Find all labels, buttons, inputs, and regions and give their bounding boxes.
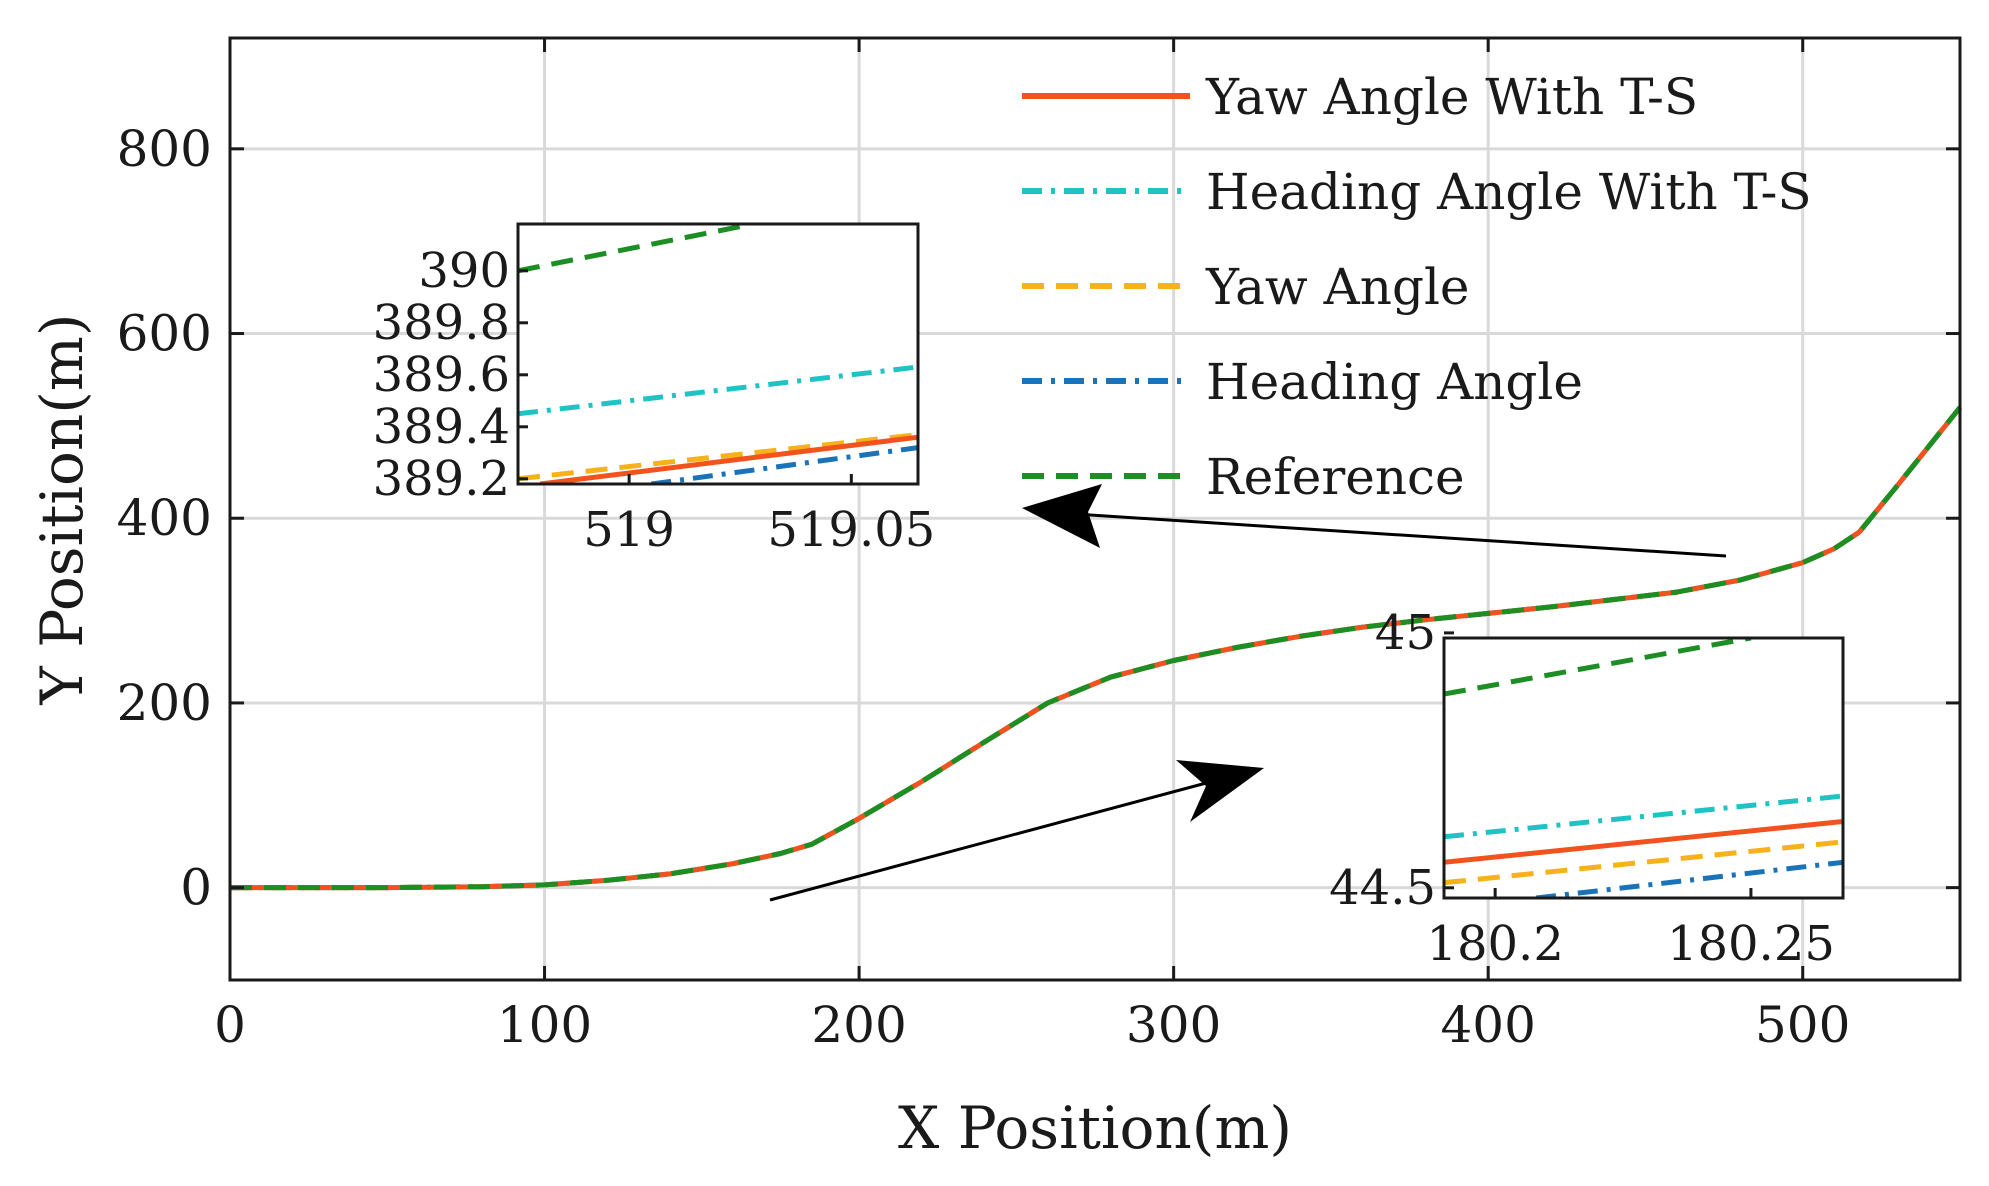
inset-line-heading-angle (1535, 859, 1843, 898)
inset-lines (1444, 638, 1843, 898)
y-tick-label: 400 (117, 489, 212, 547)
legend-label-heading-angle-with-t-s: Heading Angle With T-S (1206, 163, 1812, 221)
inset-line-reference (1444, 638, 1752, 697)
inset-line-heading-angle-with-t-s (1444, 793, 1843, 840)
y-tick-label: 600 (117, 305, 212, 363)
inset-background (1444, 638, 1843, 898)
plot-frame (228, 36, 1962, 982)
inset-y-tick-label: 390 (418, 243, 510, 299)
inset-y-tick-label: 44.5 (1329, 860, 1436, 916)
x-tick-label: 0 (214, 996, 246, 1054)
inset-frame (1442, 636, 1845, 900)
inset-2: 180.2 180.25 44.5 45 (1329, 605, 1845, 972)
legend-label-reference: Reference (1206, 448, 1465, 506)
x-tick-label: 300 (1126, 996, 1221, 1054)
axis-ticks: 0 100 200 300 400 500 0 200 400 600 800 (117, 38, 1960, 1054)
inset-y-tick-label: 389.4 (373, 399, 510, 455)
y-tick-label: 800 (117, 120, 212, 178)
inset-line-heading-angle (650, 445, 918, 484)
y-tick-label: 0 (180, 859, 212, 917)
x-axis-label: X Position(m) (898, 1094, 1292, 1162)
inset-x-tick-label: 180.25 (1667, 916, 1835, 972)
inset-background (518, 224, 918, 484)
x-tick-label: 200 (811, 996, 906, 1054)
inset-line-yaw-angle-with-t-s (539, 434, 918, 484)
inset-lines (518, 224, 918, 484)
legend-label-heading-angle: Heading Angle (1206, 353, 1583, 411)
inset-x-tick-label: 519 (583, 502, 675, 558)
inset-x-tick-label: 180.2 (1426, 916, 1563, 972)
x-tick-label: 500 (1755, 996, 1850, 1054)
arrow-shaft-lower (769, 780, 1211, 902)
legend-label-yaw-angle-with-t-s: Yaw Angle With T-S (1205, 68, 1698, 126)
arrow-shaft-upper (1074, 512, 1727, 558)
arrow-head-upper (1022, 484, 1102, 548)
zoom-arrows (769, 484, 1727, 902)
inset-y-tick-label: 389.8 (373, 295, 510, 351)
y-axis-label: Y Position(m) (28, 313, 96, 705)
series-line-reference (230, 405, 1962, 891)
inset-frame (516, 222, 920, 486)
series-layer (230, 405, 1962, 891)
inset-x-tick-label: 519.05 (767, 502, 935, 558)
x-tick-label: 400 (1440, 996, 1535, 1054)
inset-y-tick-label: 389.2 (373, 451, 510, 507)
inset-line-reference (518, 224, 741, 274)
legend: Yaw Angle With T-S Heading Angle With T-S… (1022, 68, 1812, 506)
x-tick-label: 100 (497, 996, 592, 1054)
inset-y-tick-label: 389.6 (373, 347, 510, 403)
y-tick-label: 200 (117, 674, 212, 732)
inset-y-tick-label: 45 (1375, 605, 1436, 661)
inset-line-yaw-angle-with-t-s (1444, 819, 1843, 865)
arrow-head-lower (1176, 760, 1264, 822)
legend-label-yaw-angle: Yaw Angle (1205, 258, 1470, 316)
